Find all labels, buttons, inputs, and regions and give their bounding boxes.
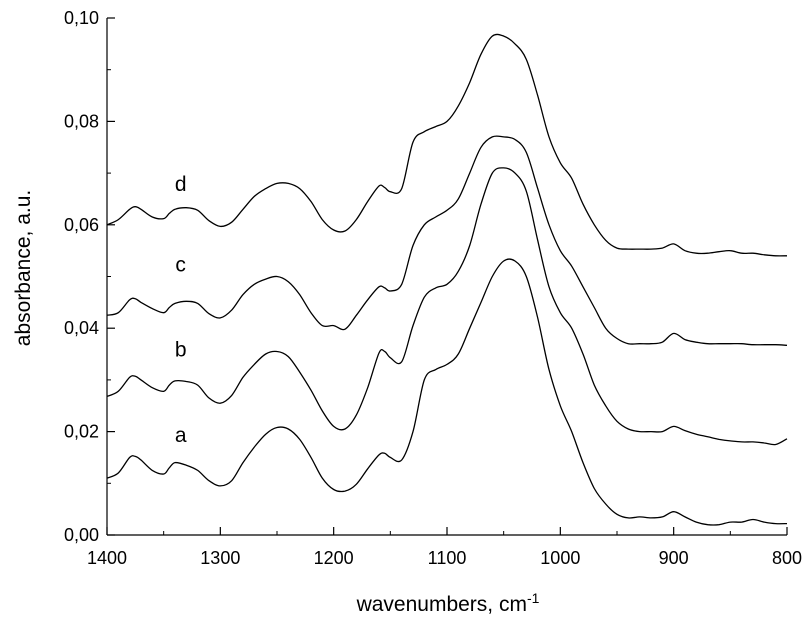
series-line-c	[106, 135, 788, 346]
y-tick-label: 0,04	[64, 318, 99, 338]
x-tick-label: 1300	[200, 548, 240, 568]
series-line-d	[106, 33, 788, 257]
x-tick-label: 1000	[540, 548, 580, 568]
y-tick-label: 0,02	[64, 422, 99, 442]
series-label-d: d	[175, 173, 187, 196]
x-axis-title: wavenumbers, cm-1	[356, 590, 540, 616]
x-tick-label: 1100	[428, 548, 467, 568]
y-tick-label: 0,10	[64, 8, 99, 28]
y-tick-label: 0,06	[64, 215, 99, 235]
x-axis-title-text: wavenumbers, cm	[356, 593, 527, 616]
series-label-c: c	[175, 253, 186, 276]
x-tick-label: 1400	[87, 548, 127, 568]
x-tick-label: 1200	[314, 548, 354, 568]
y-tick-label: 0,08	[64, 111, 99, 131]
series-line-b	[106, 167, 788, 446]
series-label-a: a	[175, 424, 187, 447]
x-axis-title-superscript: -1	[527, 590, 540, 606]
y-axis-title: absorbance, a.u.	[12, 190, 35, 346]
y-tick-label: 0,00	[64, 525, 99, 545]
axis-layer: 0,00 0,02 0,04 0,06 0,08 0,10 1400 1300 1200 1100…	[64, 8, 802, 568]
series-label-b: b	[175, 339, 187, 362]
series-line-a	[106, 258, 788, 526]
series-layer: a b c d	[106, 33, 788, 526]
x-tick-label: 900	[659, 548, 689, 568]
x-tick-label: 800	[772, 548, 802, 568]
